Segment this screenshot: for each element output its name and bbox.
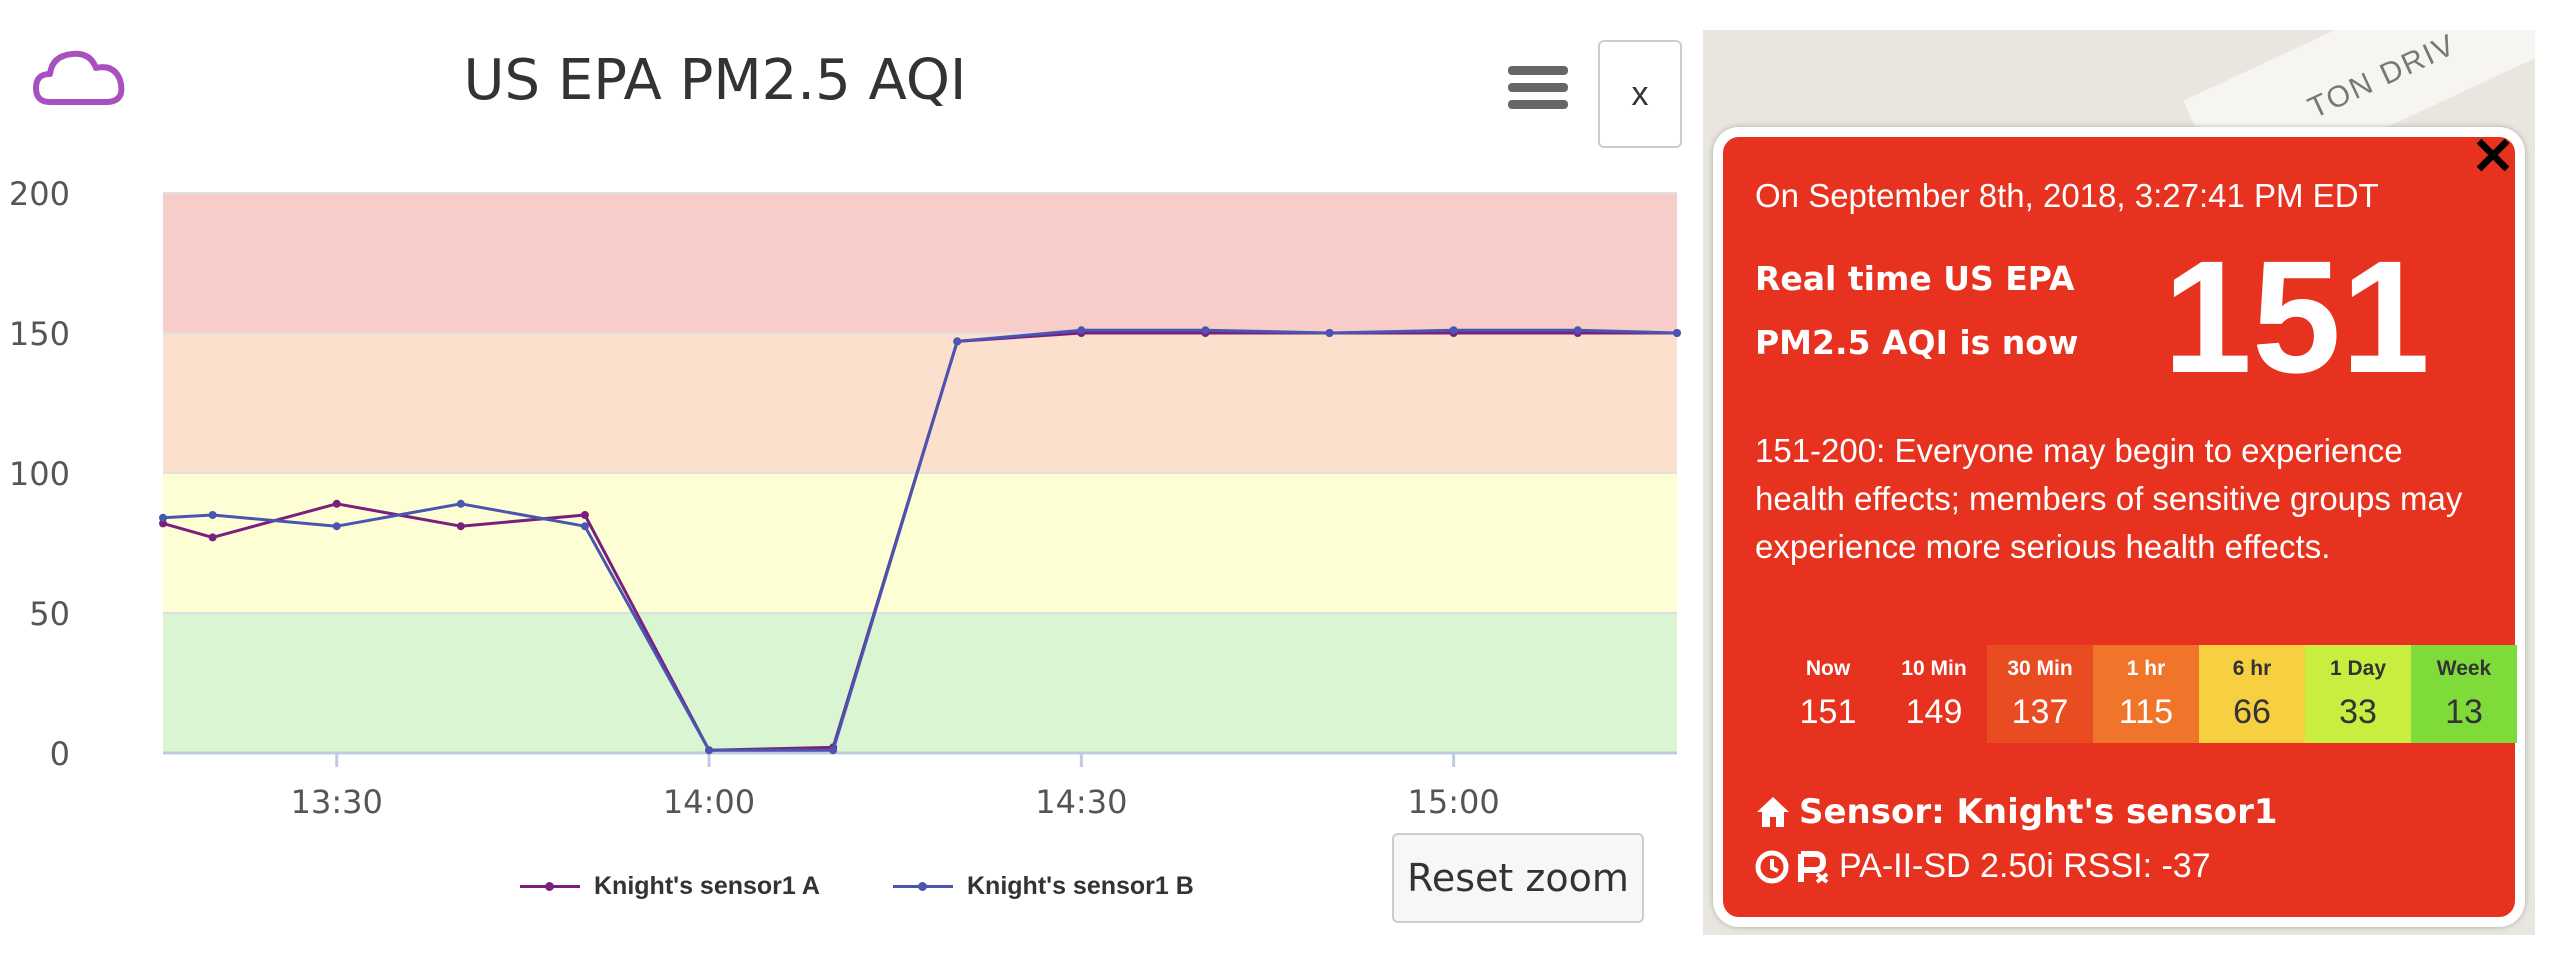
- aqi-history-period: Now: [1805, 657, 1851, 680]
- popup-aqi-label-line1: Real time US EPA: [1755, 259, 2075, 298]
- legend-item-series-a[interactable]: Knight's sensor1 A: [520, 872, 820, 901]
- data-point: [705, 746, 714, 755]
- aqi-history-value: 151: [1799, 693, 1857, 731]
- data-point: [1673, 329, 1681, 337]
- legend-label-series-b: Knight's sensor1 B: [967, 872, 1194, 900]
- aqi-history-cell: 10 Min 149: [1881, 645, 1987, 743]
- data-point: [208, 533, 217, 542]
- y-tick-label: 100: [9, 455, 70, 493]
- data-point: [1201, 326, 1210, 335]
- aqi-history-period: Week: [2436, 657, 2492, 680]
- aqi-history-value: 33: [2339, 693, 2377, 731]
- data-point: [456, 522, 465, 531]
- y-tick-label: 0: [50, 735, 70, 773]
- legend-item-series-b[interactable]: Knight's sensor1 B: [893, 872, 1194, 901]
- sensor-name-line[interactable]: Sensor: Knight's sensor1: [1755, 792, 2278, 832]
- aqi-history-period: 6 hr: [2232, 657, 2272, 680]
- device-info-line: PA-II-SD 2.50i RSSI: -37: [1755, 847, 2211, 886]
- popup-aqi-value: 151: [2163, 227, 2430, 406]
- aqi-history-value: 66: [2233, 693, 2271, 731]
- data-point: [953, 337, 962, 346]
- aqi-history-cell: 30 Min 137: [1987, 645, 2093, 743]
- reset-zoom-button[interactable]: Reset zoom: [1392, 833, 1644, 923]
- aqi-history-cell: 1 hr 115: [2093, 645, 2199, 743]
- data-point: [159, 513, 167, 522]
- aqi-history-value: 115: [2118, 693, 2174, 731]
- home-icon: [1757, 797, 1789, 827]
- y-tick-label: 150: [9, 315, 70, 353]
- y-tick-label: 200: [9, 175, 70, 213]
- aqi-history-value: 137: [2011, 693, 2069, 731]
- popup-date: On September 8th, 2018, 3:27:41 PM EDT: [1755, 177, 2379, 214]
- data-point: [332, 522, 341, 531]
- aqi-history-table: Now 151 10 Min 149 30 Min 137 1 hr 115 6 hr 66 1 D…: [1775, 645, 2517, 743]
- popup-aqi-label-line2: PM2.5 AQI is now: [1755, 323, 2079, 362]
- data-point: [1325, 329, 1334, 337]
- aqi-history-cell: 1 Day 33: [2305, 645, 2411, 743]
- chart-title: US EPA PM2.5 AQI: [463, 48, 967, 113]
- aqi-line-chart: 0 50 100 150 200 13:30 14:00 14:30 15:00: [9, 175, 1681, 821]
- aqi-band: [163, 193, 1677, 333]
- data-point: [580, 522, 589, 531]
- x-tick-label: 13:30: [291, 783, 383, 821]
- aqi-history-period: 30 Min: [2007, 657, 2073, 680]
- popup-description: 151-200: Everyone may begin to experienc…: [1755, 432, 2463, 565]
- popup-aqi-label: Real time US EPA PM2.5 AQI is now: [1755, 247, 2105, 375]
- close-icon[interactable]: ✕: [2471, 128, 2515, 186]
- data-point: [1449, 326, 1458, 335]
- signal-icon: [1798, 850, 1829, 884]
- aqi-band: [163, 473, 1677, 613]
- close-chart-button[interactable]: x: [1598, 40, 1682, 148]
- data-point: [1077, 326, 1086, 335]
- aqi-history-period: 10 Min: [1901, 657, 1967, 680]
- aqi-history-period: 1 Day: [2329, 657, 2387, 680]
- data-point: [1573, 326, 1582, 335]
- data-point: [580, 511, 589, 519]
- aqi-history-cell: Now 151: [1775, 645, 1881, 743]
- legend-label-series-a: Knight's sensor1 A: [594, 872, 820, 900]
- sensor-popup: ✕ On September 8th, 2018, 3:27:41 PM EDT…: [1713, 127, 2525, 927]
- x-tick-label: 14:30: [1035, 783, 1127, 821]
- x-tick-label: 14:00: [663, 783, 755, 821]
- y-tick-label: 50: [29, 595, 70, 633]
- clock-icon: [1755, 850, 1789, 883]
- sensor-name: Sensor: Knight's sensor1: [1799, 792, 2278, 832]
- data-point: [456, 499, 465, 508]
- aqi-history-value: 149: [1905, 693, 1963, 731]
- x-tick-label: 15:00: [1408, 783, 1500, 821]
- data-point: [208, 511, 217, 519]
- data-point: [159, 519, 167, 528]
- aqi-history-cell: 6 hr 66: [2199, 645, 2305, 743]
- aqi-history-value: 13: [2445, 693, 2483, 731]
- aqi-history-period: 1 hr: [2126, 657, 2166, 680]
- aqi-band: [163, 613, 1677, 753]
- device-info: PA-II-SD 2.50i RSSI: -37: [1839, 847, 2211, 885]
- aqi-history-cell: Week 13: [2411, 645, 2517, 743]
- data-point: [332, 499, 341, 508]
- hamburger-menu-icon[interactable]: [1508, 66, 1568, 114]
- cloud-icon[interactable]: [30, 42, 130, 112]
- aqi-band: [163, 333, 1677, 473]
- chart-panel: US EPA PM2.5 AQI x 0 50 100 150 200 13:30 14:0…: [8, 40, 1682, 923]
- data-point: [829, 746, 838, 755]
- series-line-b: [162, 328, 1678, 752]
